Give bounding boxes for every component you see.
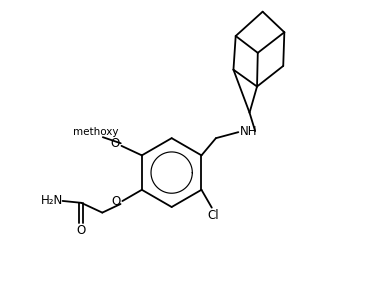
Text: H₂N: H₂N bbox=[41, 194, 64, 207]
Text: O: O bbox=[77, 224, 86, 237]
Text: O: O bbox=[110, 137, 120, 150]
Text: Cl: Cl bbox=[207, 209, 219, 222]
Text: methoxy: methoxy bbox=[74, 126, 119, 136]
Text: O: O bbox=[112, 195, 121, 208]
Text: NH: NH bbox=[240, 125, 257, 138]
